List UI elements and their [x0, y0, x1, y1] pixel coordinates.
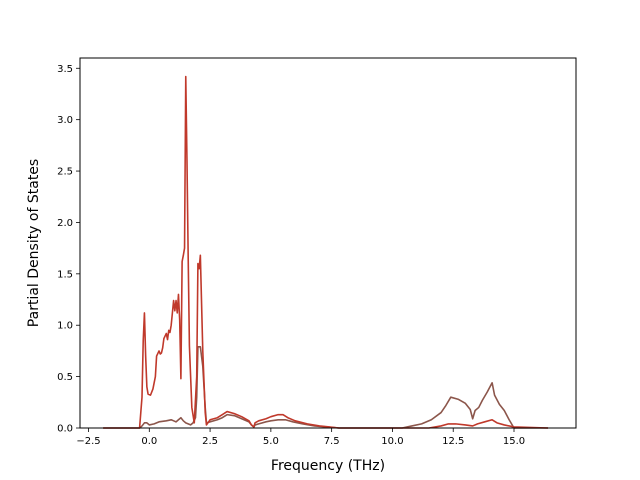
x-tick-label: −2.5 [76, 436, 100, 447]
y-tick-label: 1.5 [57, 269, 73, 280]
x-tick-label: 0.0 [141, 436, 157, 447]
y-tick-label: 0.0 [57, 424, 73, 435]
y-tick-label: 3.5 [57, 64, 73, 75]
y-tick-label: 0.5 [57, 372, 73, 383]
x-tick-label: 7.5 [324, 436, 340, 447]
y-tick-label: 3.0 [57, 115, 73, 126]
x-tick-label: 5.0 [263, 436, 279, 447]
y-tick-label: 2.5 [57, 167, 73, 178]
y-axis-label: Partial Density of States [26, 159, 42, 327]
y-tick-label: 1.0 [57, 321, 73, 332]
x-tick-label: 15.0 [503, 436, 525, 447]
x-axis: −2.5 0.0 2.5 5.0 7.5 10.0 12.5 15.0 [76, 428, 525, 447]
x-axis-label: Frequency (THz) [271, 458, 385, 474]
x-tick-label: 10.0 [381, 436, 403, 447]
plot-frame [79, 57, 577, 429]
y-axis: 0.0 0.5 1.0 1.5 2.0 2.5 3.0 3.5 [57, 64, 80, 435]
x-tick-label: 2.5 [202, 436, 218, 447]
y-tick-label: 2.0 [57, 218, 73, 229]
x-tick-label: 12.5 [442, 436, 464, 447]
